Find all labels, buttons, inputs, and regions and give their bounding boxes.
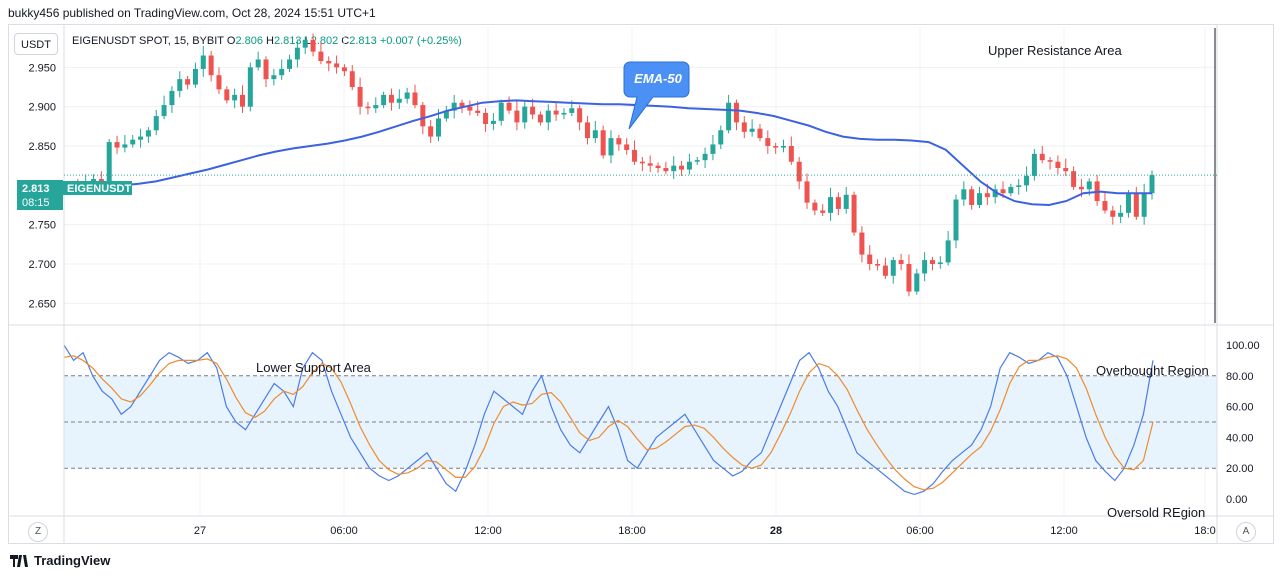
published-header: bukky456 published on TradingView.com, O… xyxy=(8,6,376,20)
close-label: C xyxy=(341,35,350,47)
auto-scale-button[interactable]: A xyxy=(1236,522,1256,542)
footer-brand: TradingView xyxy=(34,553,111,568)
high-value: 2.813 xyxy=(273,35,302,47)
symbol-legend: EIGENUSDT SPOT, 15, BYBIT O2.806 H2.813 … xyxy=(72,35,462,47)
close-value: 2.813 xyxy=(349,35,377,47)
tradingview-footer: TradingView xyxy=(10,553,110,568)
open-value: 2.806 xyxy=(235,35,263,47)
chart-frame xyxy=(8,24,1274,544)
tradingview-logo-icon xyxy=(10,554,28,567)
open-label: O xyxy=(226,35,236,47)
change-value: +0.007 (+0.25%) xyxy=(379,35,462,47)
zoom-reset-button[interactable]: Z xyxy=(28,522,48,542)
high-label: H xyxy=(266,35,274,47)
symbol-label: EIGENUSDT SPOT, 15, BYBIT xyxy=(72,35,224,47)
low-value: 2.802 xyxy=(310,35,339,47)
currency-button[interactable]: USDT xyxy=(14,33,58,55)
